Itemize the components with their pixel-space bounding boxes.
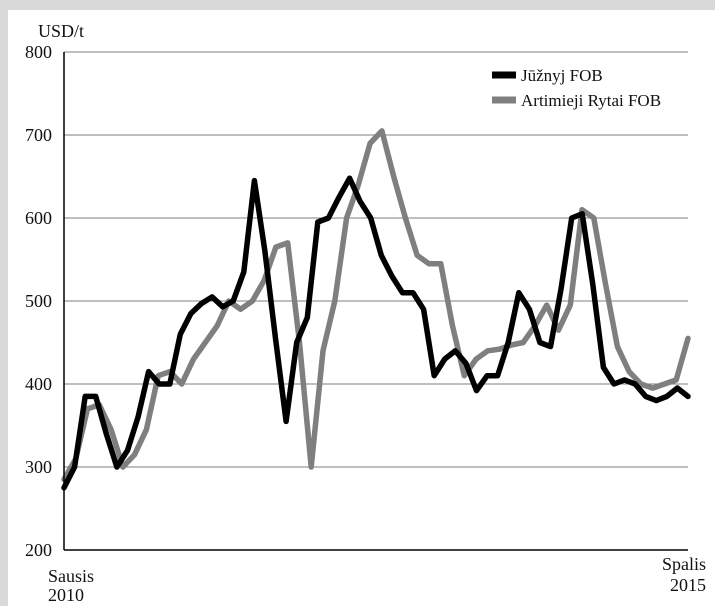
y-tick-400: 400 (25, 374, 52, 394)
y-tick-600: 600 (25, 208, 52, 228)
y-tick-700: 700 (25, 125, 52, 145)
x-start-label: Sausis 2010 (48, 566, 94, 605)
y-tick-labels: 200 300 400 500 600 700 800 (25, 42, 52, 560)
frame-left-border (0, 0, 8, 606)
series-lines (61, 128, 691, 491)
gridlines (64, 51, 688, 468)
y-tick-300: 300 (25, 457, 52, 477)
series-line-0 (61, 175, 691, 491)
x-end-label-line: Spalis (662, 554, 706, 574)
legend-label-1: Artimieji Rytai FOB (521, 91, 661, 110)
series-line-1 (61, 128, 691, 483)
legend: Jūžnyj FOB Artimieji Rytai FOB (492, 66, 661, 110)
x-end-label-line: 2015 (670, 575, 706, 595)
x-start-label-line: Sausis (48, 566, 94, 586)
x-end-label: Spalis 2015 (662, 554, 706, 595)
x-start-label-line: 2010 (48, 585, 84, 605)
y-tick-800: 800 (25, 42, 52, 62)
y-tick-200: 200 (25, 540, 52, 560)
y-tick-500: 500 (25, 291, 52, 311)
frame-top-border (0, 0, 715, 10)
y-axis-label: USD/t (38, 21, 84, 41)
legend-label-0: Jūžnyj FOB (521, 66, 603, 85)
